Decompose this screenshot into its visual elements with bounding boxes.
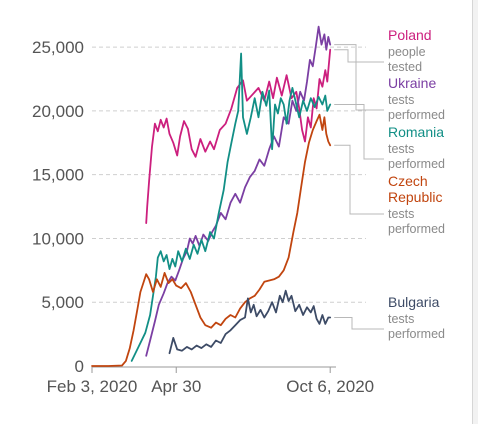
series-labels: PolandpeopletestedUkrainetestsperformedR… [334, 27, 445, 341]
series-line-bulgaria [168, 289, 332, 355]
series-name-czech-republic: Czech [388, 173, 428, 189]
series-sub-label: people [388, 45, 426, 59]
label-connector-bulgaria [334, 317, 384, 330]
x-tick-label: Feb 3, 2020 [47, 377, 138, 396]
y-tick-label: 0 [75, 357, 84, 376]
x-tick-label: Apr 30 [151, 377, 201, 396]
series-line-romania [130, 52, 332, 362]
series-name-poland: Poland [388, 27, 432, 43]
gridlines [92, 46, 366, 303]
y-tick-label: 25,000 [32, 38, 84, 57]
series-sub-label: performed [388, 157, 445, 171]
series-name-romania: Romania [388, 124, 444, 140]
y-tick-label: 20,000 [32, 102, 84, 121]
label-connector-czech-republic [334, 144, 384, 215]
x-tick-label: Oct 6, 2020 [286, 377, 374, 396]
series-line-ukraine [145, 25, 332, 357]
series-name-ukraine: Ukraine [388, 75, 436, 91]
series-sub-label: performed [388, 108, 445, 122]
label-connector-ukraine [334, 44, 384, 111]
y-tick-label: 5,000 [41, 293, 84, 312]
series-sub-label: tests [388, 312, 414, 326]
series-line-poland [145, 48, 332, 224]
y-tick-label: 15,000 [32, 166, 84, 185]
series-sub-label: tests [388, 207, 414, 221]
series-sub-label: tested [388, 60, 422, 74]
series-name-czech-republic: Republic [388, 189, 442, 205]
label-connector-poland [334, 49, 384, 63]
series-lines [91, 25, 332, 367]
line-chart: 0 5,000 10,000 15,000 20,000 25,000 Feb 3, 20… [32, 25, 445, 396]
series-sub-label: performed [388, 327, 445, 341]
x-axis: Feb 3, 2020 Apr 30 Oct 6, 2020 [47, 366, 374, 396]
y-axis-ticks: 0 5,000 10,000 15,000 20,000 25,000 [32, 38, 84, 376]
window-edge [472, 0, 478, 424]
label-connector-romania [334, 104, 384, 160]
y-tick-label: 10,000 [32, 229, 84, 248]
series-sub-label: tests [388, 142, 414, 156]
series-sub-label: performed [388, 222, 445, 236]
series-name-bulgaria: Bulgaria [388, 294, 440, 310]
series-sub-label: tests [388, 93, 414, 107]
series-line-czech-republic [91, 113, 332, 367]
